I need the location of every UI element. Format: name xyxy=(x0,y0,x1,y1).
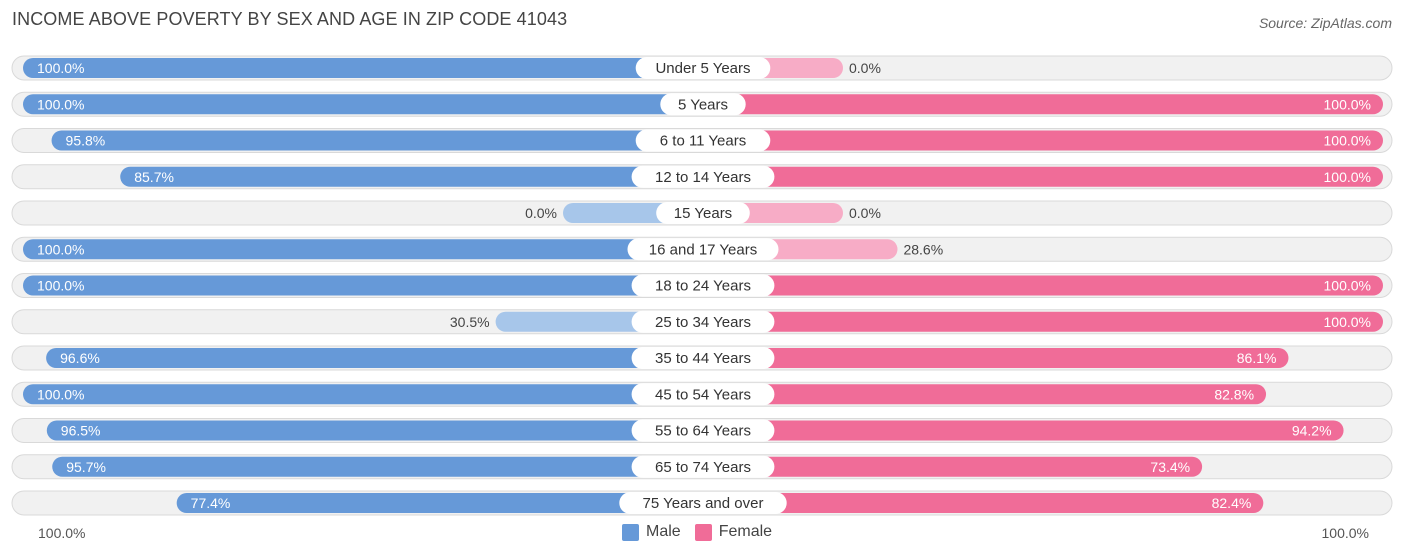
legend-label-male: Male xyxy=(646,523,681,540)
female-value-label: 0.0% xyxy=(849,60,881,76)
female-bar xyxy=(703,130,1383,151)
female-bar xyxy=(703,94,1383,115)
chart-title: INCOME ABOVE POVERTY BY SEX AND AGE IN Z… xyxy=(12,9,568,29)
axis-left-label: 100.0% xyxy=(38,525,86,541)
category-label: 75 Years and over xyxy=(643,495,764,512)
category-label: Under 5 Years xyxy=(655,60,750,77)
female-value-label: 86.1% xyxy=(1237,350,1277,366)
male-value-label: 100.0% xyxy=(37,96,84,112)
female-bar xyxy=(703,456,1203,477)
category-pill xyxy=(631,165,775,188)
female-value-label: 28.6% xyxy=(903,241,943,257)
female-value-label: 100.0% xyxy=(1324,96,1371,112)
female-value-label: 100.0% xyxy=(1324,169,1371,185)
female-bar xyxy=(703,420,1344,441)
source-note: Source: ZipAtlas.com xyxy=(1258,15,1392,31)
diverging-bar-chart: 100.0% 0.0% Under 5 Years 100.0% 100.0% 5 Yea… xyxy=(11,55,1393,516)
legend: Male Female xyxy=(622,523,786,541)
legend-swatch-male xyxy=(622,523,639,541)
category-label: 25 to 34 Years xyxy=(655,314,751,331)
legend-item-female: Female xyxy=(694,523,773,541)
female-value-label: 73.4% xyxy=(1150,459,1190,475)
category-pill xyxy=(635,57,771,79)
male-value-label: 30.5% xyxy=(450,314,490,330)
female-value-label: 82.4% xyxy=(1212,495,1252,511)
female-bar xyxy=(703,493,1264,513)
male-bar xyxy=(51,130,704,151)
category-label: 12 to 14 Years xyxy=(655,169,751,186)
female-value-label: 100.0% xyxy=(1324,314,1371,330)
category-label: 55 to 64 Years xyxy=(655,423,751,440)
male-value-label: 0.0% xyxy=(525,205,557,221)
male-value-label: 96.6% xyxy=(60,350,100,366)
male-value-label: 100.0% xyxy=(37,386,84,402)
female-value-label: 100.0% xyxy=(1324,278,1371,294)
male-value-label: 96.5% xyxy=(61,423,101,439)
male-bar xyxy=(23,94,703,115)
male-bar xyxy=(120,166,704,187)
category-pill xyxy=(631,383,775,406)
male-value-label: 85.7% xyxy=(134,169,174,185)
male-value-label: 100.0% xyxy=(37,278,84,294)
male-value-label: 77.4% xyxy=(191,495,231,511)
category-label: 45 to 54 Years xyxy=(655,386,751,403)
male-bar xyxy=(52,456,704,477)
category-pill xyxy=(619,492,787,514)
female-value-label: 94.2% xyxy=(1292,423,1332,439)
category-pill xyxy=(631,274,775,297)
female-value-label: 82.8% xyxy=(1214,386,1254,402)
male-value-label: 95.8% xyxy=(66,133,106,149)
category-label: 18 to 24 Years xyxy=(655,278,751,295)
male-value-label: 100.0% xyxy=(37,241,84,257)
category-pill xyxy=(631,419,775,442)
legend-label-female: Female xyxy=(718,523,773,540)
male-bar xyxy=(23,239,703,260)
legend-item-male: Male xyxy=(622,523,681,541)
male-bar xyxy=(23,384,703,405)
female-bar xyxy=(703,275,1383,296)
female-bar xyxy=(703,166,1383,187)
female-bar xyxy=(703,348,1289,368)
female-bar xyxy=(703,311,1383,332)
axis-right-label: 100.0% xyxy=(1321,525,1369,541)
category-pill xyxy=(631,455,775,478)
female-value-label: 100.0% xyxy=(1324,133,1371,149)
male-value-label: 100.0% xyxy=(37,60,84,76)
female-bar xyxy=(703,384,1267,405)
category-label: 65 to 74 Years xyxy=(655,459,751,476)
category-pill xyxy=(660,93,746,116)
category-label: 15 Years xyxy=(674,205,732,222)
category-pill xyxy=(631,347,775,369)
category-label: 35 to 44 Years xyxy=(655,350,751,367)
category-label: 6 to 11 Years xyxy=(660,133,746,150)
category-pill xyxy=(627,238,779,261)
male-bar xyxy=(176,493,703,513)
male-value-label: 95.7% xyxy=(66,459,106,475)
male-bar xyxy=(23,275,703,296)
category-pill xyxy=(635,129,771,152)
category-pill xyxy=(656,202,750,224)
male-bar xyxy=(46,348,704,368)
legend-swatch-female xyxy=(694,523,712,541)
female-value-label: 0.0% xyxy=(849,205,881,221)
category-label: 5 Years xyxy=(678,96,728,113)
male-bar xyxy=(46,420,704,441)
male-bar xyxy=(23,58,703,78)
category-label: 16 and 17 Years xyxy=(649,241,757,258)
category-pill xyxy=(631,310,775,333)
